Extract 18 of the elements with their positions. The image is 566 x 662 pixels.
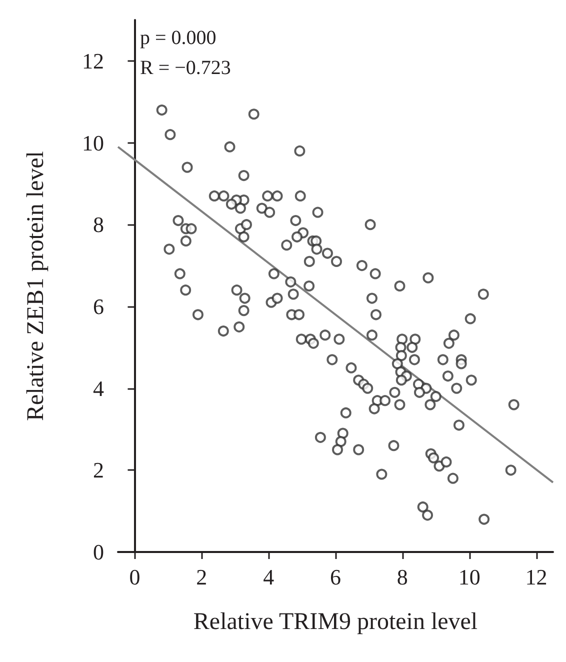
y-tick-label: 0 bbox=[93, 540, 104, 564]
x-tick-label: 4 bbox=[263, 564, 274, 590]
x-tick-label: 12 bbox=[525, 564, 548, 590]
y-tick-label: 6 bbox=[93, 294, 104, 319]
annotation: p = 0.000 bbox=[140, 27, 216, 49]
y-tick-label: 2 bbox=[93, 458, 104, 483]
x-tick-label: 10 bbox=[458, 564, 480, 590]
x-tick-label: 0 bbox=[129, 564, 140, 590]
x-axis-title: Relative TRIM9 protein level bbox=[193, 609, 478, 635]
x-tick-label: 6 bbox=[330, 564, 341, 590]
y-tick-label: 8 bbox=[93, 212, 104, 238]
y-tick-label: 4 bbox=[93, 376, 104, 401]
x-tick-label: 8 bbox=[396, 564, 408, 590]
x-tick-label: 2 bbox=[196, 564, 208, 590]
y-axis-title: Relative ZEB1 protein level bbox=[23, 150, 49, 421]
annotation: R = −0.723 bbox=[140, 57, 231, 79]
y-tick-label: 12 bbox=[82, 48, 104, 74]
y-tick-label: 10 bbox=[82, 130, 104, 156]
